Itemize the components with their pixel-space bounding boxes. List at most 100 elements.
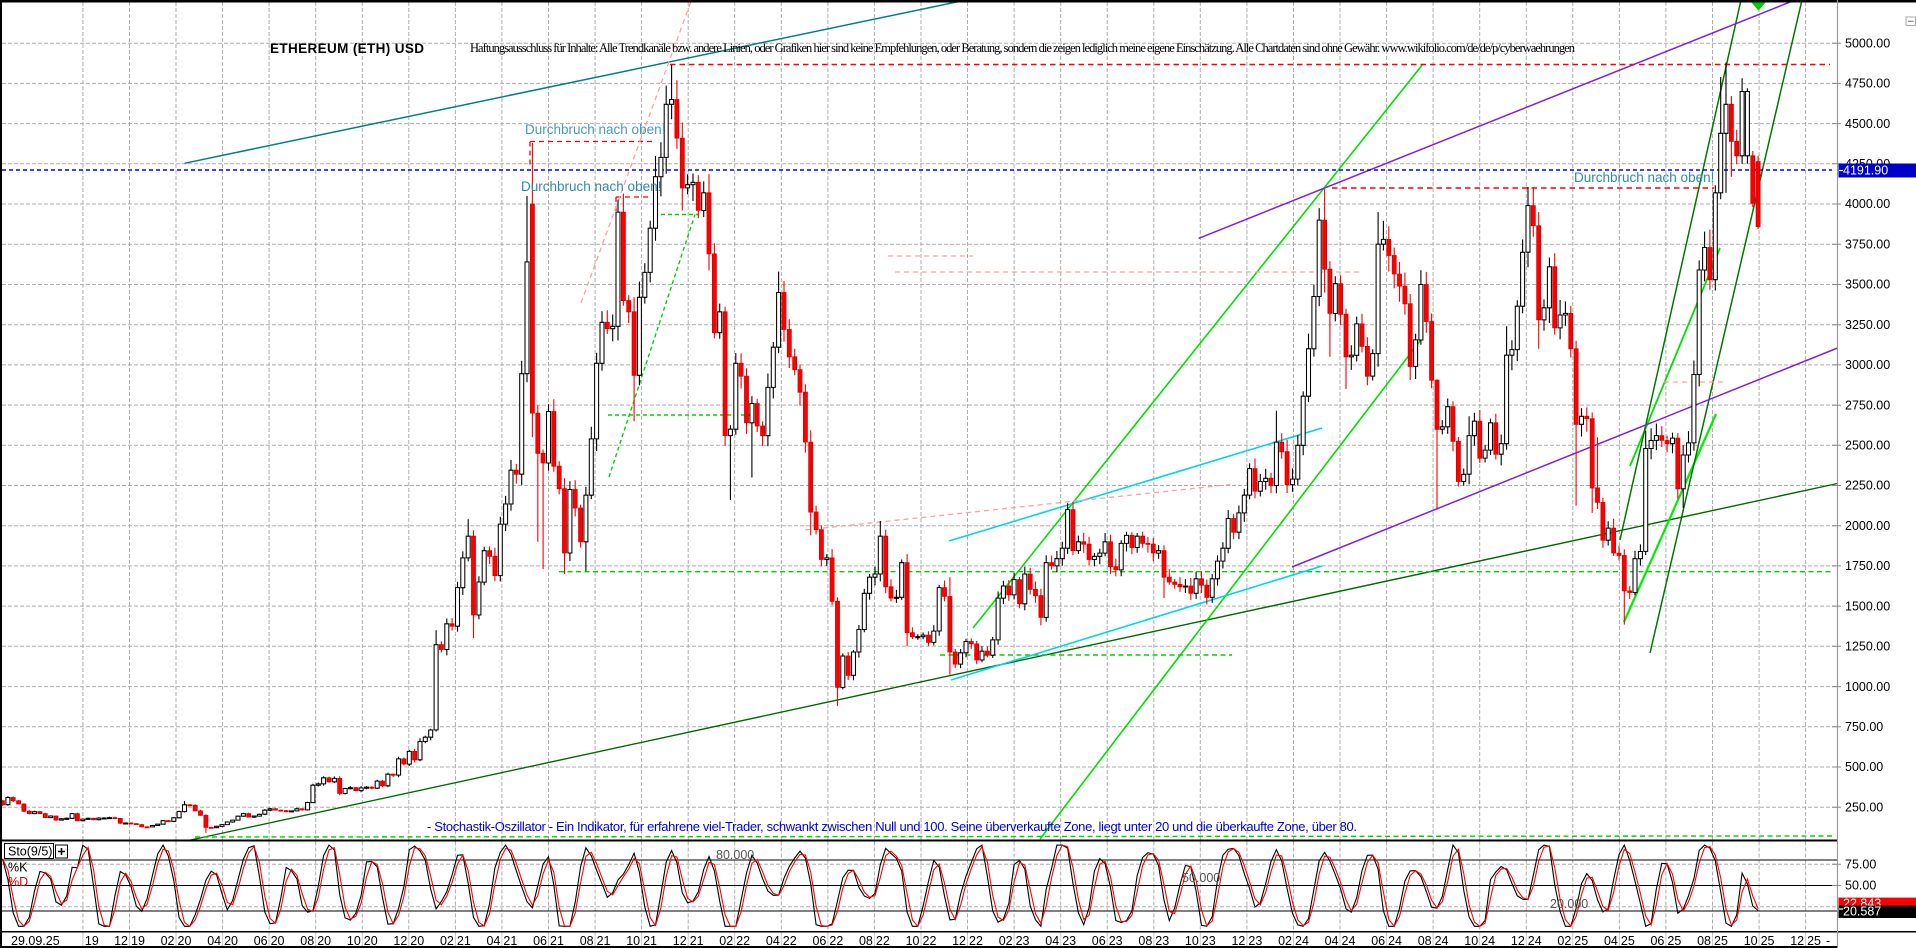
svg-text:10: 10 [347,934,361,948]
svg-text:1500.00: 1500.00 [1845,599,1890,613]
svg-text:3500.00: 3500.00 [1845,278,1890,292]
svg-text:08: 08 [1697,934,1711,948]
svg-text:25: 25 [1574,934,1588,948]
svg-text:3750.00: 3750.00 [1845,237,1890,251]
svg-text:12: 12 [1231,934,1245,948]
svg-text:12: 12 [952,934,966,948]
svg-text:21: 21 [643,934,657,948]
svg-text:02: 02 [161,934,175,948]
svg-text:5000.00: 5000.00 [1845,36,1890,50]
svg-text:750.00: 750.00 [1845,720,1883,734]
svg-text:23: 23 [1016,934,1030,948]
svg-text:500.00: 500.00 [1845,760,1883,774]
svg-text:23: 23 [1062,934,1076,948]
svg-text:06: 06 [1371,934,1385,948]
svg-text:2250.00: 2250.00 [1845,479,1890,493]
svg-text:24: 24 [1295,934,1309,948]
svg-text:25: 25 [1807,934,1821,948]
svg-text:02: 02 [719,934,733,948]
svg-text:2500.00: 2500.00 [1845,439,1890,453]
svg-text:04: 04 [1325,934,1339,948]
svg-text:1750.00: 1750.00 [1845,559,1890,573]
svg-text:24: 24 [1435,934,1449,948]
svg-text:20: 20 [410,934,424,948]
svg-text:4500.00: 4500.00 [1845,117,1890,131]
svg-text:04: 04 [486,934,500,948]
svg-text:25: 25 [1621,934,1635,948]
svg-text:12: 12 [673,934,687,948]
svg-text:50.000: 50.000 [1182,871,1220,885]
svg-text:22: 22 [876,934,890,948]
svg-text:23: 23 [1202,934,1216,948]
svg-text:%K: %K [8,861,28,875]
svg-text:04: 04 [766,934,780,948]
svg-text:08: 08 [580,934,594,948]
svg-text:10: 10 [906,934,920,948]
svg-text:12: 12 [114,934,128,948]
svg-text:04: 04 [1045,934,1059,948]
svg-text:22: 22 [829,934,843,948]
svg-text:25: 25 [1761,934,1775,948]
svg-text:08: 08 [859,934,873,948]
svg-text:06: 06 [533,934,547,948]
svg-text:23: 23 [1155,934,1169,948]
svg-text:4191.90: 4191.90 [1843,164,1888,178]
svg-text:08: 08 [1418,934,1432,948]
svg-text:Durchbruch nach oben!: Durchbruch nach oben! [525,122,665,137]
svg-text:12: 12 [393,934,407,948]
svg-text:50.00: 50.00 [1845,879,1876,893]
svg-text:21: 21 [457,934,471,948]
svg-text:21: 21 [550,934,564,948]
svg-text:21: 21 [690,934,704,948]
svg-text:23: 23 [1248,934,1262,948]
svg-text:%D: %D [8,875,28,889]
svg-text:08: 08 [300,934,314,948]
svg-text:24: 24 [1528,934,1542,948]
svg-text:04: 04 [207,934,221,948]
svg-text:- Stochastik-Oszillator - Ein: - Stochastik-Oszillator - Ein Indikator,… [427,819,1357,834]
svg-text:Sto(9/5): Sto(9/5) [8,845,52,859]
svg-text:2750.00: 2750.00 [1845,398,1890,412]
svg-text:75.00: 75.00 [1845,858,1876,872]
svg-text:250.00: 250.00 [1845,800,1883,814]
svg-text:23: 23 [1109,934,1123,948]
svg-text:06: 06 [1650,934,1664,948]
svg-text:19: 19 [131,934,145,948]
svg-text:20.587: 20.587 [1843,905,1881,919]
svg-text:10: 10 [1185,934,1199,948]
svg-text:Haftungsausschluss für Inhalte: Haftungsausschluss für Inhalte: Alle Tre… [470,41,1576,55]
svg-text:20: 20 [178,934,192,948]
svg-text:19: 19 [85,934,99,948]
svg-text:22: 22 [969,934,983,948]
svg-text:Durchbruch nach oben!: Durchbruch nach oben! [1574,170,1714,185]
svg-text:04: 04 [1604,934,1618,948]
svg-text:24: 24 [1342,934,1356,948]
svg-text:12: 12 [1790,934,1804,948]
svg-text:24: 24 [1481,934,1495,948]
svg-text:12: 12 [1511,934,1525,948]
svg-text:20: 20 [224,934,238,948]
svg-text:22: 22 [783,934,797,948]
svg-text:22: 22 [923,934,937,948]
svg-text:25: 25 [1667,934,1681,948]
svg-text:1250.00: 1250.00 [1845,640,1890,654]
svg-text:20: 20 [317,934,331,948]
svg-text:10: 10 [1464,934,1478,948]
svg-text:80.000: 80.000 [716,848,754,862]
svg-text:21: 21 [597,934,611,948]
svg-text:24: 24 [1388,934,1402,948]
svg-text:3250.00: 3250.00 [1845,318,1890,332]
svg-text:29.09.25: 29.09.25 [11,934,60,948]
svg-text:02: 02 [440,934,454,948]
svg-text:4750.00: 4750.00 [1845,77,1890,91]
svg-text:-: - [1826,934,1830,948]
svg-text:20: 20 [271,934,285,948]
svg-text:10: 10 [1744,934,1758,948]
svg-text:02: 02 [999,934,1013,948]
svg-text:20.000: 20.000 [1550,897,1588,911]
svg-text:20: 20 [364,934,378,948]
svg-text:22: 22 [736,934,750,948]
svg-text:02: 02 [1557,934,1571,948]
svg-text:1000.00: 1000.00 [1845,680,1890,694]
svg-text:21: 21 [503,934,517,948]
